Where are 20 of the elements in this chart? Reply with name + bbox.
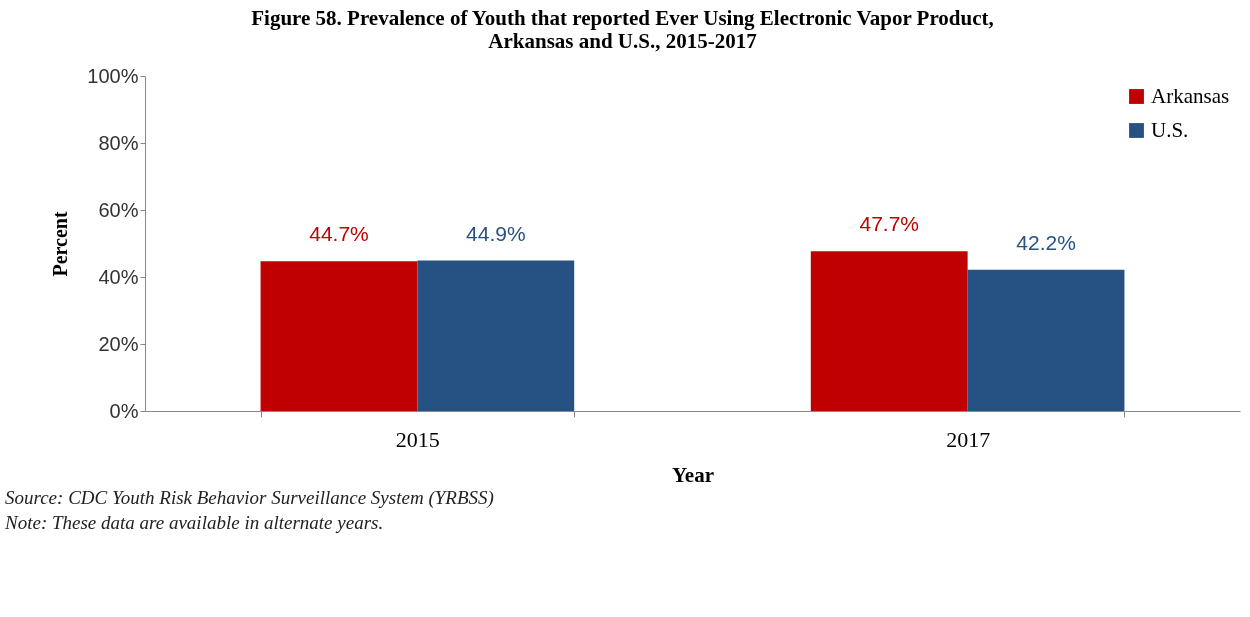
y-tick-label: 80%: [98, 131, 139, 154]
text: Arkansas and U.S., 2015-2017: [488, 29, 757, 53]
x-tick-label: 2015: [395, 426, 440, 452]
x-tick-label: 2017: [946, 426, 991, 452]
y-tick-label: 20%: [98, 332, 139, 355]
data-label: 44.9%: [466, 221, 526, 245]
y-tick-label: 100%: [87, 64, 139, 87]
text: Note: These data are available in alternate years.: [4, 511, 384, 533]
data-label: 42.2%: [1016, 230, 1076, 254]
data-label: 47.7%: [859, 212, 919, 236]
source-note: Source: CDC Youth Risk Behavior Surveillance System (YRBSS): [5, 486, 494, 509]
text: Figure 58. Prevalence of Youth that reported Ever Using Electronic Vapor Product,: [251, 6, 994, 30]
y-tick-label: 0%: [109, 399, 139, 422]
legend-label: U.S.: [1151, 117, 1189, 142]
y-tick-label: 40%: [98, 265, 139, 288]
y-axis-title: Percent: [49, 211, 72, 277]
data-label: 44.7%: [309, 222, 369, 246]
y-tick-label: 60%: [98, 198, 139, 221]
x-axis-title: Year: [672, 462, 714, 487]
legend-label: Arkansas: [1151, 83, 1230, 108]
